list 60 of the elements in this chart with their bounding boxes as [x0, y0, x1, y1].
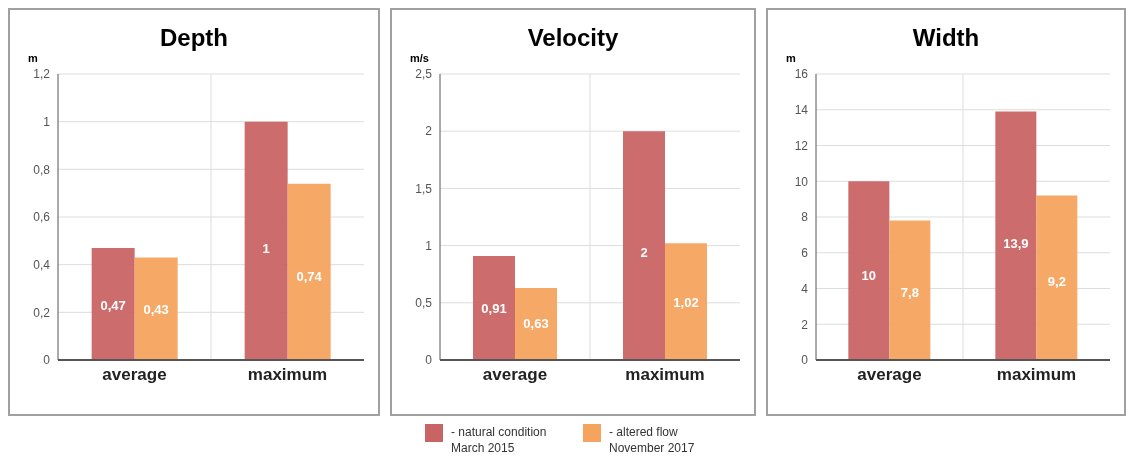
y-tick-label: 2,5 — [415, 67, 433, 82]
y-tick-label: 2 — [801, 317, 809, 332]
bar — [287, 183, 331, 360]
chart-title: Width — [911, 24, 981, 52]
y-tick-label: 4 — [801, 281, 809, 296]
y-axis-title: m — [786, 52, 796, 64]
data-label: 0,74 — [296, 268, 323, 284]
y-tick-label: 0 — [425, 353, 433, 368]
y-tick-label: 10 — [794, 174, 809, 189]
x-tick-label: maximum — [625, 365, 705, 385]
y-tick-label: 0,2 — [33, 305, 51, 320]
data-label: 0,43 — [143, 301, 169, 317]
bar — [134, 257, 178, 360]
data-label: 13,9 — [1003, 236, 1029, 252]
bar — [244, 121, 288, 360]
y-tick-label: 0,8 — [33, 162, 51, 177]
data-label: 0,91 — [481, 301, 507, 317]
y-tick-label: 12 — [794, 138, 809, 153]
y-tick-label: 14 — [794, 103, 809, 118]
y-tick-label: 1,2 — [33, 67, 51, 82]
x-tick-label: maximum — [247, 365, 328, 385]
chart-title: Velocity — [526, 24, 620, 52]
legend-label: - altered flow November 2017 — [609, 424, 696, 456]
y-axis-title: m — [28, 52, 38, 64]
bar — [665, 243, 707, 360]
y-tick-label: 16 — [794, 67, 809, 82]
data-label: 1 — [262, 240, 270, 256]
bar — [889, 220, 931, 360]
y-tick-label: 1,5 — [415, 181, 433, 196]
bar — [91, 247, 135, 360]
data-label: 0,63 — [523, 315, 549, 331]
data-label: 9,2 — [1047, 274, 1066, 289]
bar — [1036, 195, 1078, 360]
data-label: 7,8 — [900, 285, 919, 301]
x-tick-label: average — [857, 365, 922, 385]
y-tick-label: 0 — [43, 353, 51, 368]
y-axis-title: m/s — [410, 52, 429, 64]
y-tick-label: 0,6 — [33, 210, 51, 225]
y-tick-label: 8 — [801, 210, 809, 225]
legend-label: - natural condition March 2015 — [451, 424, 548, 456]
data-label: 2 — [640, 245, 648, 261]
y-tick-label: 1 — [43, 114, 51, 129]
y-tick-label: 0,5 — [415, 296, 433, 311]
x-tick-label: maximum — [996, 365, 1077, 385]
x-tick-label: average — [482, 365, 548, 385]
y-tick-label: 1 — [425, 238, 433, 253]
bar — [515, 287, 557, 360]
bar — [623, 131, 665, 360]
y-tick-label: 0,4 — [33, 257, 51, 272]
x-tick-label: average — [102, 365, 167, 385]
y-tick-label: 2 — [425, 124, 433, 139]
data-label: 10 — [861, 267, 877, 283]
bar — [473, 255, 515, 360]
bar — [995, 111, 1037, 360]
chart-title: Depth — [159, 24, 229, 52]
bar — [848, 181, 890, 360]
data-label: 0,47 — [100, 297, 126, 313]
y-tick-label: 0 — [801, 353, 809, 368]
y-tick-label: 6 — [801, 246, 809, 261]
data-label: 1,02 — [673, 295, 699, 311]
